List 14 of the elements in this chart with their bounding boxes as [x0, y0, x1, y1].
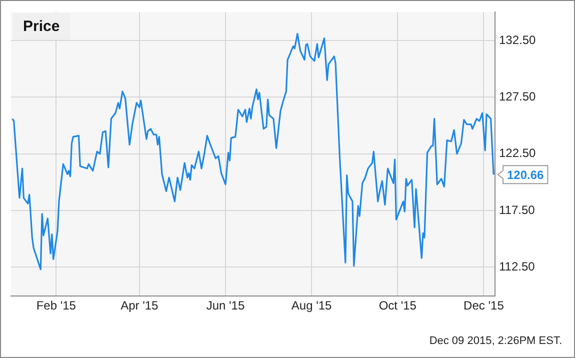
x-tick-label: Apr '15	[120, 298, 159, 313]
annotation: 120.66	[507, 168, 544, 182]
y-tick-label: 112.50	[499, 259, 536, 274]
x-tick-label: Aug '15	[291, 298, 332, 313]
y-tick-label: 117.50	[499, 202, 536, 217]
x-tick-label: Feb '15	[36, 298, 76, 313]
x-tick-label: Oct '15	[378, 298, 417, 313]
chart-title: Price	[13, 13, 70, 40]
y-tick-label: 122.50	[499, 146, 536, 160]
x-tick-label: Dec '15	[464, 298, 504, 313]
y-tick-label: 132.50	[499, 32, 536, 47]
x-tick-label: Jun '15	[206, 298, 245, 313]
y-tick-label: 127.50	[499, 89, 536, 104]
text: Dec 09 2015, 2:26PM EST.	[429, 335, 562, 347]
